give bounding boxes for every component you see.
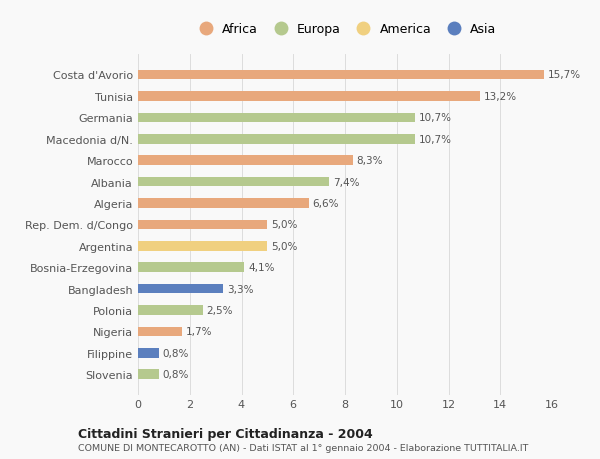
Bar [138, 263, 244, 273]
Text: 8,3%: 8,3% [356, 156, 383, 166]
Bar [138, 134, 415, 144]
Text: 3,3%: 3,3% [227, 284, 254, 294]
Bar [138, 327, 182, 336]
Bar [138, 348, 158, 358]
Text: 10,7%: 10,7% [419, 113, 452, 123]
Bar [138, 177, 329, 187]
Bar [138, 199, 309, 208]
Text: COMUNE DI MONTECAROTTO (AN) - Dati ISTAT al 1° gennaio 2004 - Elaborazione TUTTI: COMUNE DI MONTECAROTTO (AN) - Dati ISTAT… [78, 443, 529, 452]
Bar [138, 306, 203, 315]
Text: 2,5%: 2,5% [206, 305, 233, 315]
Text: 0,8%: 0,8% [163, 369, 189, 380]
Text: 13,2%: 13,2% [484, 92, 517, 102]
Text: 7,4%: 7,4% [334, 177, 360, 187]
Bar [138, 71, 544, 80]
Text: 1,7%: 1,7% [186, 327, 212, 337]
Text: 10,7%: 10,7% [419, 134, 452, 145]
Bar [138, 92, 479, 101]
Bar [138, 113, 415, 123]
Text: 0,8%: 0,8% [163, 348, 189, 358]
Bar [138, 284, 223, 294]
Bar [138, 369, 158, 379]
Text: 15,7%: 15,7% [548, 70, 581, 80]
Bar [138, 156, 353, 166]
Legend: Africa, Europa, America, Asia: Africa, Europa, America, Asia [191, 21, 499, 39]
Text: 5,0%: 5,0% [271, 220, 298, 230]
Text: 6,6%: 6,6% [313, 199, 339, 208]
Text: Cittadini Stranieri per Cittadinanza - 2004: Cittadini Stranieri per Cittadinanza - 2… [78, 427, 373, 440]
Bar [138, 241, 268, 251]
Text: 5,0%: 5,0% [271, 241, 298, 251]
Text: 4,1%: 4,1% [248, 263, 274, 273]
Bar [138, 220, 268, 230]
